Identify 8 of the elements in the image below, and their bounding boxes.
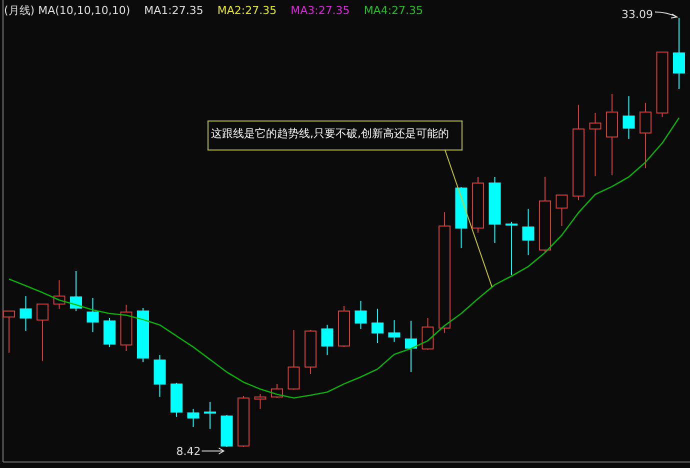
annotation: 33.09 bbox=[622, 8, 653, 21]
text: MA3:27.35 bbox=[290, 4, 350, 17]
text: MA4:27.35 bbox=[364, 4, 424, 17]
annotation: 这跟线是它的趋势线,只要不破,创新高还是可能的 bbox=[211, 127, 449, 140]
annotation: 8.42 bbox=[176, 445, 201, 458]
text: MA2:27.35 bbox=[217, 4, 277, 17]
text: MA1:27.35 bbox=[144, 4, 204, 17]
chart-title: (月线) MA(10,10,10,10) bbox=[4, 4, 130, 17]
